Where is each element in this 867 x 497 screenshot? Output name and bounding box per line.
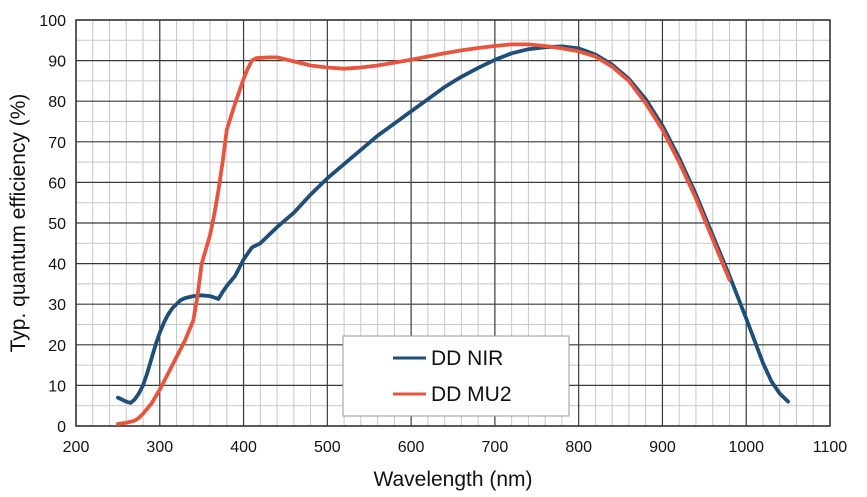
series-layer bbox=[116, 42, 790, 426]
x-tick-label: 800 bbox=[565, 439, 592, 456]
x-tick-label: 1100 bbox=[813, 439, 848, 456]
legend-label-dd-mu2: DD MU2 bbox=[431, 383, 512, 406]
y-tick-label: 100 bbox=[39, 13, 66, 30]
y-tick-label: 80 bbox=[48, 94, 66, 111]
legend-box bbox=[342, 335, 570, 417]
legend: DD NIR DD MU2 bbox=[342, 335, 570, 417]
series-line-dd-nir bbox=[116, 44, 790, 405]
y-tick-label: 20 bbox=[48, 338, 66, 355]
y-tick-label: 90 bbox=[48, 54, 66, 71]
x-tick-label: 900 bbox=[649, 439, 676, 456]
x-tick-label: 600 bbox=[398, 439, 425, 456]
y-axis-title: Typ. quantum efficiency (%) bbox=[7, 94, 30, 353]
x-axis-title: Wavelength (nm) bbox=[373, 468, 532, 491]
y-tick-label: 40 bbox=[48, 257, 66, 274]
x-tick-label: 700 bbox=[482, 439, 509, 456]
x-tick-label: 1000 bbox=[728, 439, 764, 456]
plot-frame bbox=[75, 19, 831, 427]
y-tick-label: 10 bbox=[48, 378, 66, 395]
y-tick-label: 0 bbox=[57, 419, 66, 436]
x-tick-label: 300 bbox=[146, 439, 173, 456]
x-tick-label: 200 bbox=[63, 439, 90, 456]
y-tick-label: 50 bbox=[48, 216, 66, 233]
y-tick-label: 30 bbox=[48, 297, 66, 314]
x-tick-label: 400 bbox=[230, 439, 257, 456]
series-line-dd-mu2 bbox=[116, 42, 732, 426]
y-tick-labels: 0 10 20 30 40 50 60 70 80 90 100 bbox=[39, 13, 66, 436]
x-tick-label: 500 bbox=[314, 439, 341, 456]
y-tick-label: 70 bbox=[48, 135, 66, 152]
x-tick-labels: 200 300 400 500 600 700 800 900 1000 1100 bbox=[63, 439, 848, 456]
legend-label-dd-nir: DD NIR bbox=[431, 347, 503, 370]
y-tick-label: 60 bbox=[48, 175, 66, 192]
